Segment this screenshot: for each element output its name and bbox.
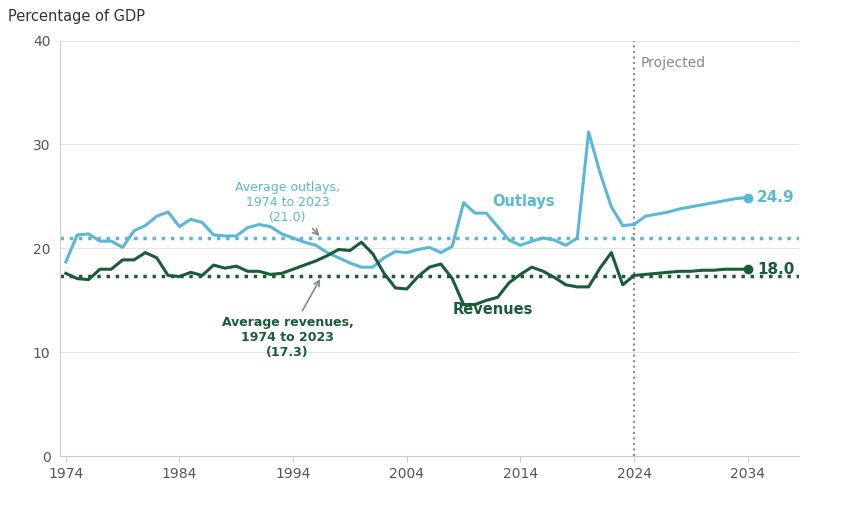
Text: Average revenues,
1974 to 2023
(17.3): Average revenues, 1974 to 2023 (17.3) <box>222 280 353 359</box>
Text: 18.0: 18.0 <box>757 262 795 277</box>
Text: Percentage of GDP: Percentage of GDP <box>9 9 145 24</box>
Text: Revenues: Revenues <box>452 303 533 317</box>
Text: 24.9: 24.9 <box>757 190 795 205</box>
Text: Outlays: Outlays <box>492 194 555 209</box>
Text: Average outlays,
1974 to 2023
(21.0): Average outlays, 1974 to 2023 (21.0) <box>235 181 340 235</box>
Text: Projected: Projected <box>641 56 706 70</box>
